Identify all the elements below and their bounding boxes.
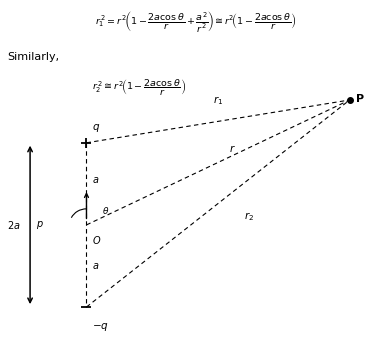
Text: $r_2$: $r_2$ [244, 211, 255, 223]
Text: $r$: $r$ [229, 142, 236, 154]
Text: $q$: $q$ [92, 122, 100, 134]
Text: $\theta$: $\theta$ [102, 205, 109, 216]
Text: $a$: $a$ [92, 175, 99, 185]
Text: $\mathbf{P}$: $\mathbf{P}$ [355, 92, 365, 104]
Text: $O$: $O$ [92, 234, 102, 246]
Text: Similarly,: Similarly, [8, 52, 60, 62]
Text: $p$: $p$ [36, 219, 44, 231]
Text: $r_1^{\,2} = r^2\!\left(1 - \dfrac{2a\cos\theta}{r} + \dfrac{a^2}{r^2}\right)\!\: $r_1^{\,2} = r^2\!\left(1 - \dfrac{2a\co… [95, 9, 296, 34]
Text: $a$: $a$ [92, 261, 99, 271]
Text: $r_1$: $r_1$ [213, 94, 223, 107]
Text: $r_2^{\,2} \cong r^2\!\left(1 - \dfrac{2a\cos\theta}{r}\right)$: $r_2^{\,2} \cong r^2\!\left(1 - \dfrac{2… [92, 77, 186, 97]
Text: $-q$: $-q$ [92, 321, 109, 333]
Text: $2a$: $2a$ [7, 219, 21, 231]
